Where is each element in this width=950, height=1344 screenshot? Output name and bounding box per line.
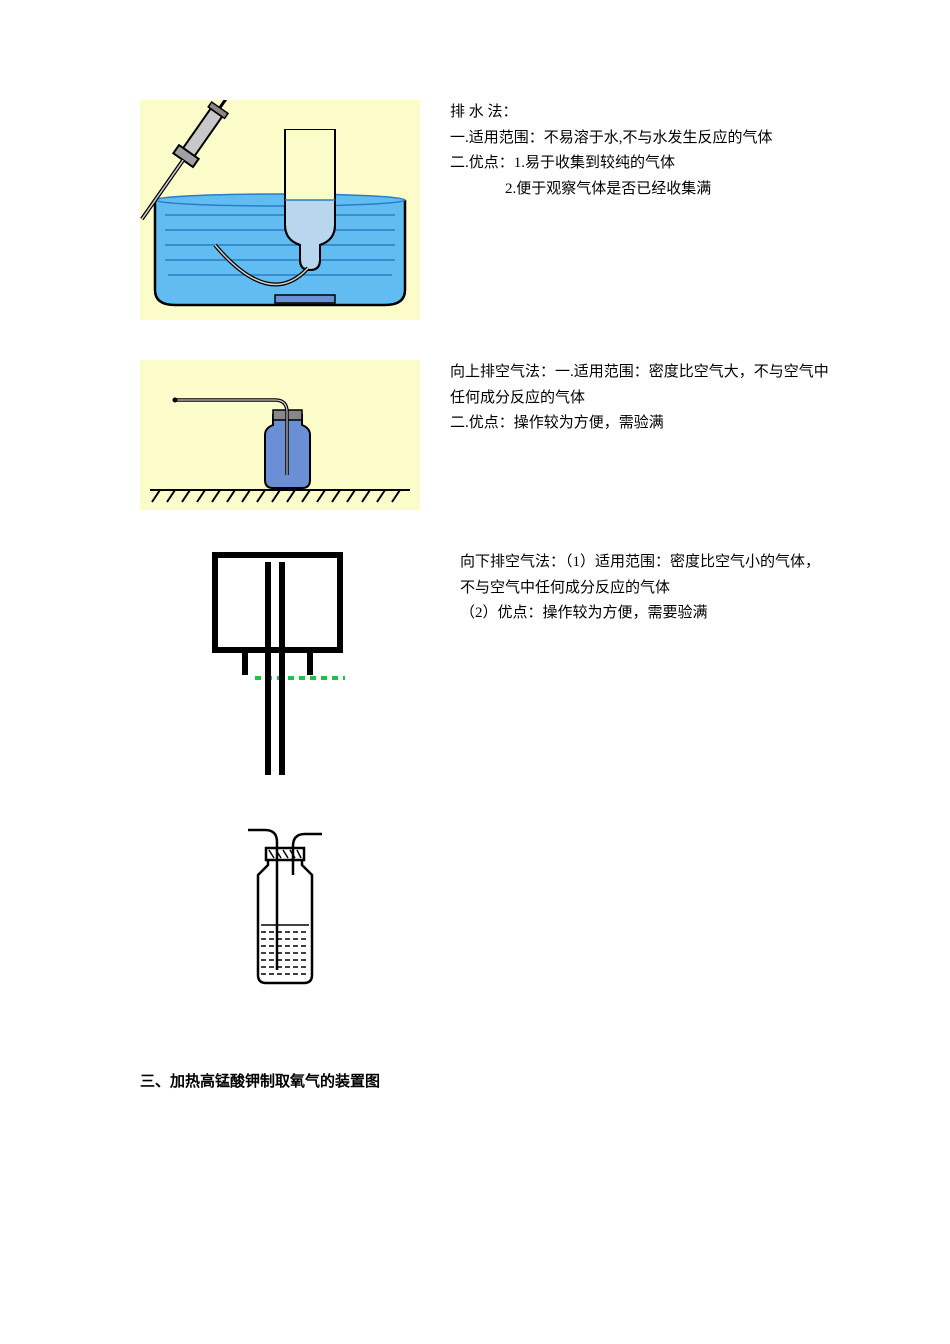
air-up-line1: 向上排空气法：一.适用范围：密度比空气大，不与空气中任何成分反应的气体 xyxy=(450,360,830,411)
wash-bottle-diagram xyxy=(240,820,330,990)
section-water-method: 排 水 法： 一.适用范围：不易溶于水,不与水发生反应的气体 二.优点：1.易于… xyxy=(140,100,830,320)
air-down-text: 向下排空气法：（1）适用范围：密度比空气小的气体，不与空气中任何成分反应的气体 … xyxy=(460,550,830,627)
air-up-text: 向上排空气法：一.适用范围：密度比空气大，不与空气中任何成分反应的气体 二.优点… xyxy=(450,360,830,437)
air-up-diagram xyxy=(140,360,420,510)
water-svg xyxy=(140,100,420,320)
water-method-text: 排 水 法： 一.适用范围：不易溶于水,不与水发生反应的气体 二.优点：1.易于… xyxy=(450,100,830,202)
air-up-line2: 二.优点：操作较为方便，需验满 xyxy=(450,411,830,437)
section-wash-bottle xyxy=(140,820,830,990)
section-air-down-method: 向下排空气法：（1）适用范围：密度比空气小的气体，不与空气中任何成分反应的气体 … xyxy=(140,550,830,780)
air-up-svg xyxy=(140,360,420,510)
air-down-svg xyxy=(210,550,350,780)
wash-bottle-svg xyxy=(240,820,330,990)
section-heading: 三、加热高锰酸钾制取氧气的装置图 xyxy=(140,1070,830,1091)
air-down-line2: （2）优点：操作较为方便，需要验满 xyxy=(460,601,830,627)
water-line1: 一.适用范围：不易溶于水,不与水发生反应的气体 xyxy=(450,126,830,152)
air-down-line1: 向下排空气法：（1）适用范围：密度比空气小的气体，不与空气中任何成分反应的气体 xyxy=(460,550,830,601)
water-title: 排 水 法： xyxy=(450,100,830,126)
water-line2: 二.优点：1.易于收集到较纯的气体 xyxy=(450,151,830,177)
water-displacement-diagram xyxy=(140,100,420,320)
air-down-diagram xyxy=(210,550,350,780)
water-line3: 2.便于观察气体是否已经收集满 xyxy=(450,177,830,203)
section-air-up-method: 向上排空气法：一.适用范围：密度比空气大，不与空气中任何成分反应的气体 二.优点… xyxy=(140,360,830,510)
